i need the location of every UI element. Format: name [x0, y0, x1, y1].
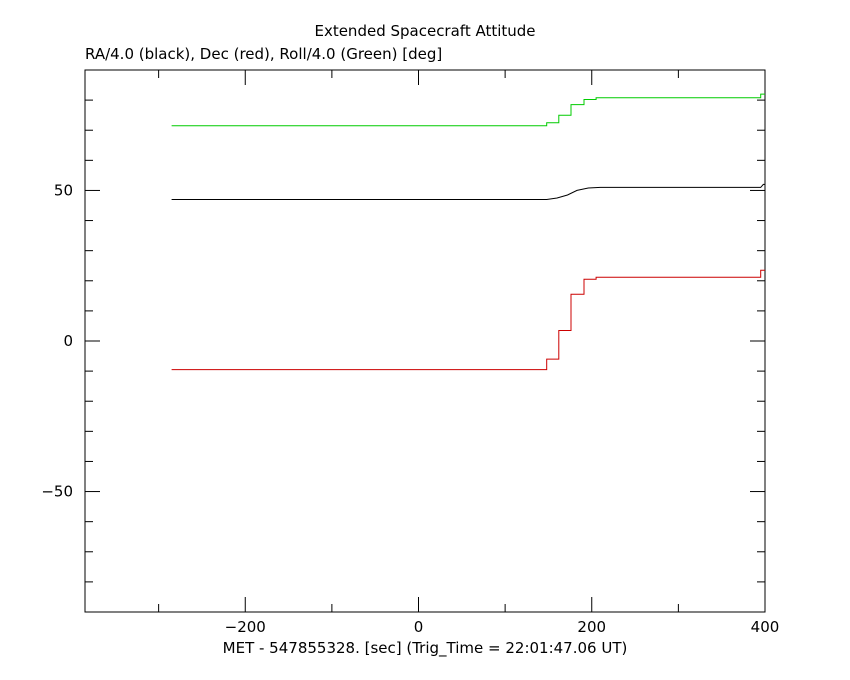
- x-axis-label: MET - 547855328. [sec] (Trig_Time = 22:0…: [222, 639, 628, 657]
- series-line-1: [171, 269, 765, 371]
- series-line-2: [171, 93, 765, 127]
- y-tick-label: 0: [63, 332, 73, 350]
- x-tick-label: 200: [577, 618, 606, 636]
- series-line-0: [171, 183, 765, 200]
- plot-frame: [84, 69, 766, 613]
- y-tick-label: −50: [41, 483, 73, 501]
- x-tick-label: 400: [751, 618, 780, 636]
- chart-subtitle: RA/4.0 (black), Dec (red), Roll/4.0 (Gre…: [85, 45, 443, 63]
- x-tick-label: 0: [414, 618, 424, 636]
- chart-title: Extended Spacecraft Attitude: [314, 22, 536, 40]
- y-tick-label: 50: [54, 181, 73, 199]
- x-tick-label: −200: [225, 618, 266, 636]
